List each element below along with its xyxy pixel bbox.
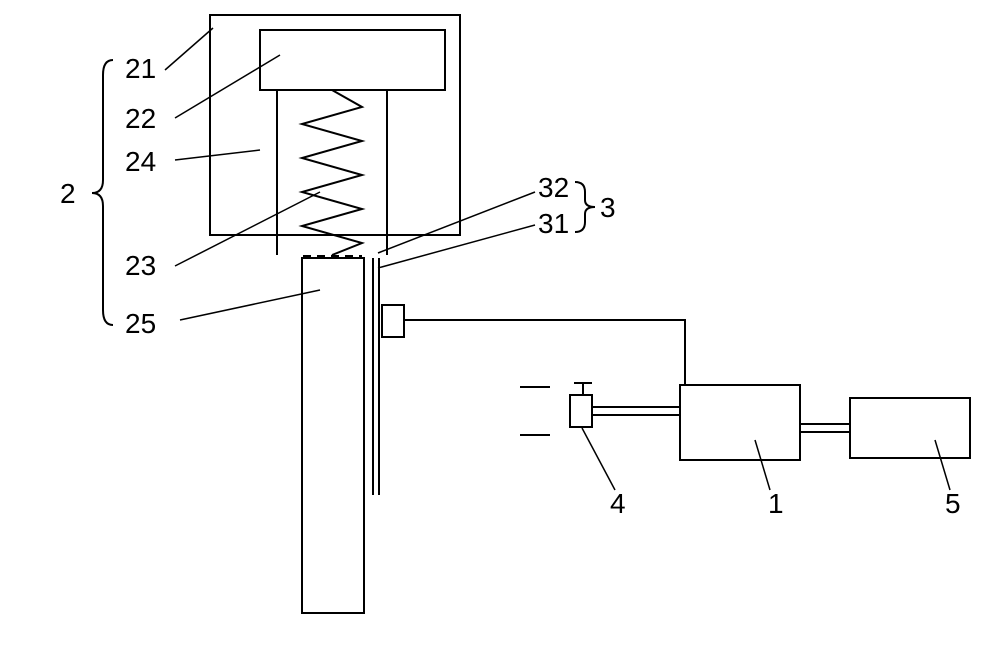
- sensor-4: [570, 395, 592, 427]
- label-3: 3: [600, 192, 616, 224]
- label-1: 1: [768, 488, 784, 520]
- lead-1: [755, 440, 770, 490]
- label-21: 21: [125, 53, 156, 85]
- brace-2: [92, 60, 113, 325]
- small-junction-box: [382, 305, 404, 337]
- label-4: 4: [610, 488, 626, 520]
- spring: [302, 90, 362, 255]
- lead-31: [378, 225, 535, 268]
- label-31: 31: [538, 208, 569, 240]
- label-2: 2: [60, 178, 76, 210]
- lead-4: [582, 428, 615, 490]
- lead-5: [935, 440, 950, 490]
- lead-23: [175, 192, 320, 266]
- inner-block: [260, 30, 445, 90]
- label-23: 23: [125, 250, 156, 282]
- label-22: 22: [125, 103, 156, 135]
- lead-25: [180, 290, 320, 320]
- technical-diagram: 2 21 22 24 23 25 3 32 31 4 1 5: [0, 0, 1000, 640]
- box-1: [680, 385, 800, 460]
- brace-3: [575, 182, 595, 232]
- label-25: 25: [125, 308, 156, 340]
- lead-21: [165, 28, 213, 70]
- lead-24: [175, 150, 260, 160]
- connector-junction-box1: [404, 320, 685, 385]
- lead-22: [175, 55, 280, 118]
- label-32: 32: [538, 172, 569, 204]
- piston-rod: [302, 258, 364, 613]
- label-24: 24: [125, 146, 156, 178]
- lead-32: [378, 192, 535, 253]
- box-5: [850, 398, 970, 458]
- label-5: 5: [945, 488, 961, 520]
